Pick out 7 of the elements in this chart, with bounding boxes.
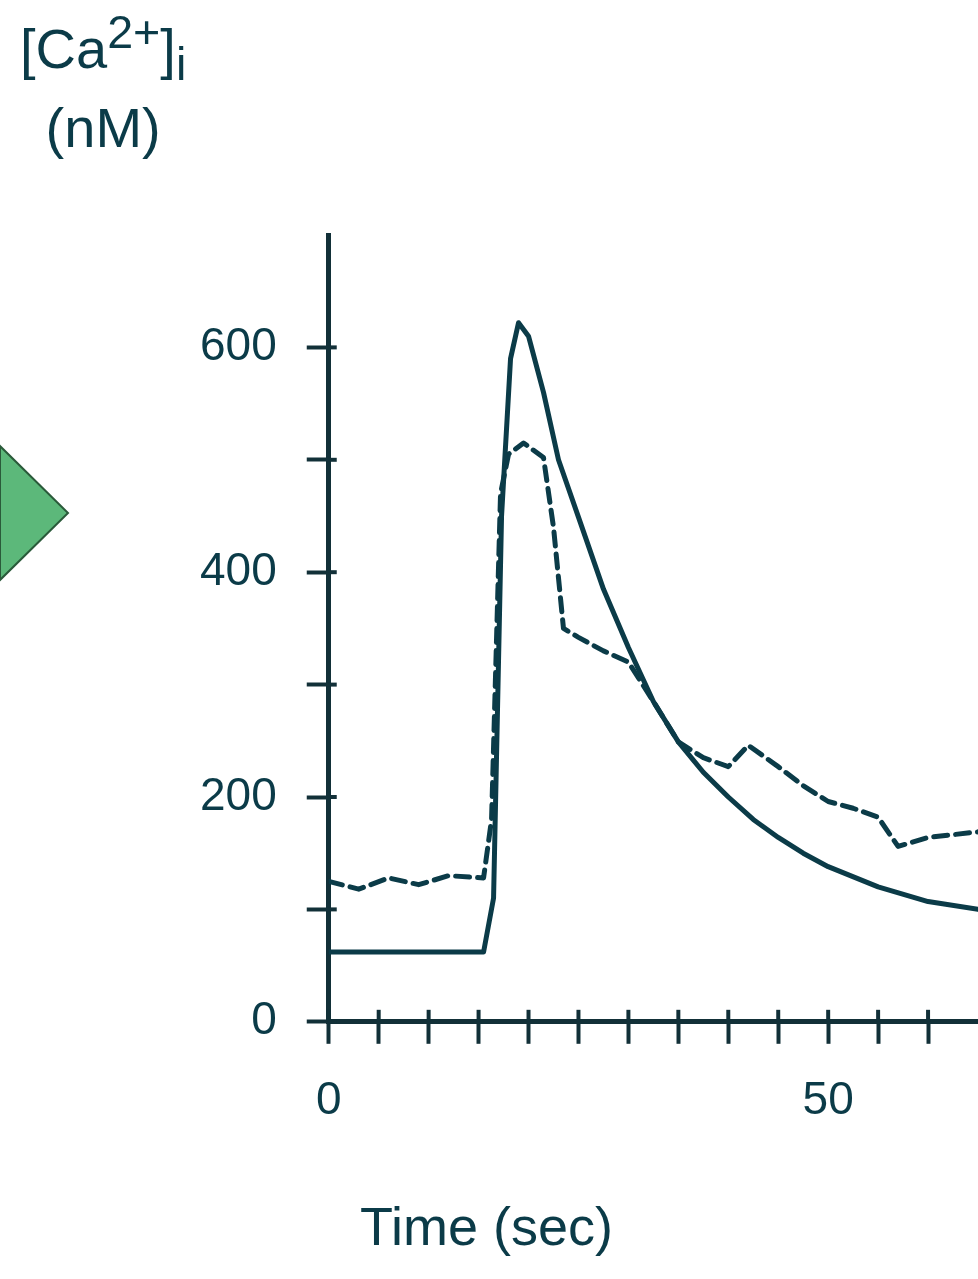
x-axis-title: Time (sec)	[360, 1195, 613, 1257]
y-tick-label: 0	[251, 992, 277, 1045]
y-axis-title: [Ca$^{2+}$]$_{i}$ (nM)	[20, 5, 187, 160]
y-tick-label: 400	[200, 542, 277, 595]
x-tick-label: 50	[802, 1072, 854, 1125]
y-tick-label: 200	[200, 767, 277, 820]
y-tick-label: 600	[200, 318, 277, 371]
